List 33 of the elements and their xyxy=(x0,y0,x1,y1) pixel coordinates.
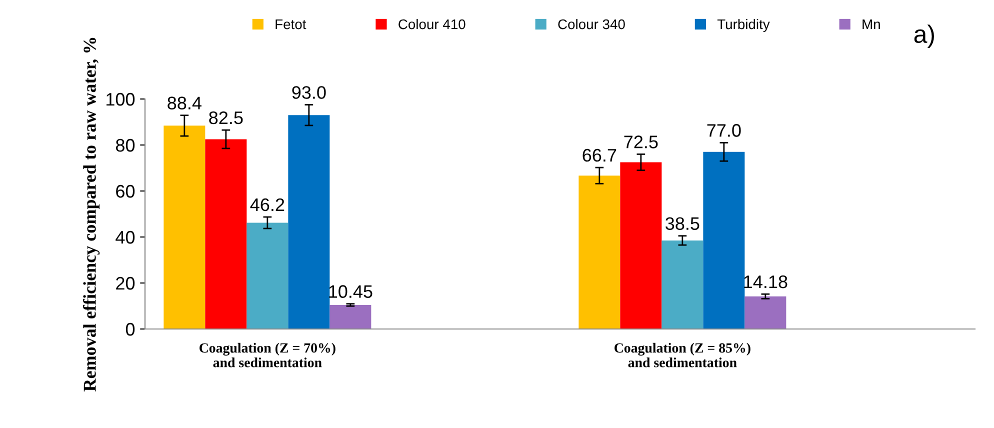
text: 77.0 xyxy=(707,124,741,137)
y-tick-label: 80 xyxy=(116,138,135,152)
legend-label: Colour 340 xyxy=(558,18,625,30)
bar xyxy=(578,176,620,329)
y-axis-title: Removal efficiency compared to raw water, % xyxy=(82,38,100,392)
legend-label: Turbidity xyxy=(717,18,770,32)
bar xyxy=(288,115,330,329)
text: 88.4 xyxy=(168,96,202,110)
bar xyxy=(703,152,745,329)
text: 46.2 xyxy=(250,198,284,212)
y-tick-label: 0 xyxy=(126,322,135,336)
legend-label: Colour 410 xyxy=(398,18,466,30)
y-tick-label: 60 xyxy=(116,184,135,198)
bar xyxy=(620,162,662,329)
bar xyxy=(205,139,247,329)
bar xyxy=(330,304,372,329)
text: 38.5 xyxy=(666,217,700,230)
bar xyxy=(246,222,288,329)
text: 93.0 xyxy=(292,86,326,99)
text: 82.5 xyxy=(209,111,243,124)
x-tick-label: Coagulation (Z = 85%) and sedimentation xyxy=(614,342,750,368)
y-tick-label: 20 xyxy=(116,276,135,290)
text: 66.7 xyxy=(582,148,616,162)
y-tick-label: 40 xyxy=(116,230,135,244)
bar xyxy=(164,126,206,329)
x-tick-label: Coagulation (Z = 70%) and sedimentation xyxy=(200,342,336,368)
y-tick-label: 100 xyxy=(106,92,135,106)
legend-label: Mn xyxy=(862,20,880,30)
legend-label: Fetot xyxy=(276,20,306,30)
text: 72.5 xyxy=(624,136,658,148)
bar xyxy=(662,240,704,329)
bar xyxy=(744,296,786,329)
text: a) xyxy=(914,24,934,48)
